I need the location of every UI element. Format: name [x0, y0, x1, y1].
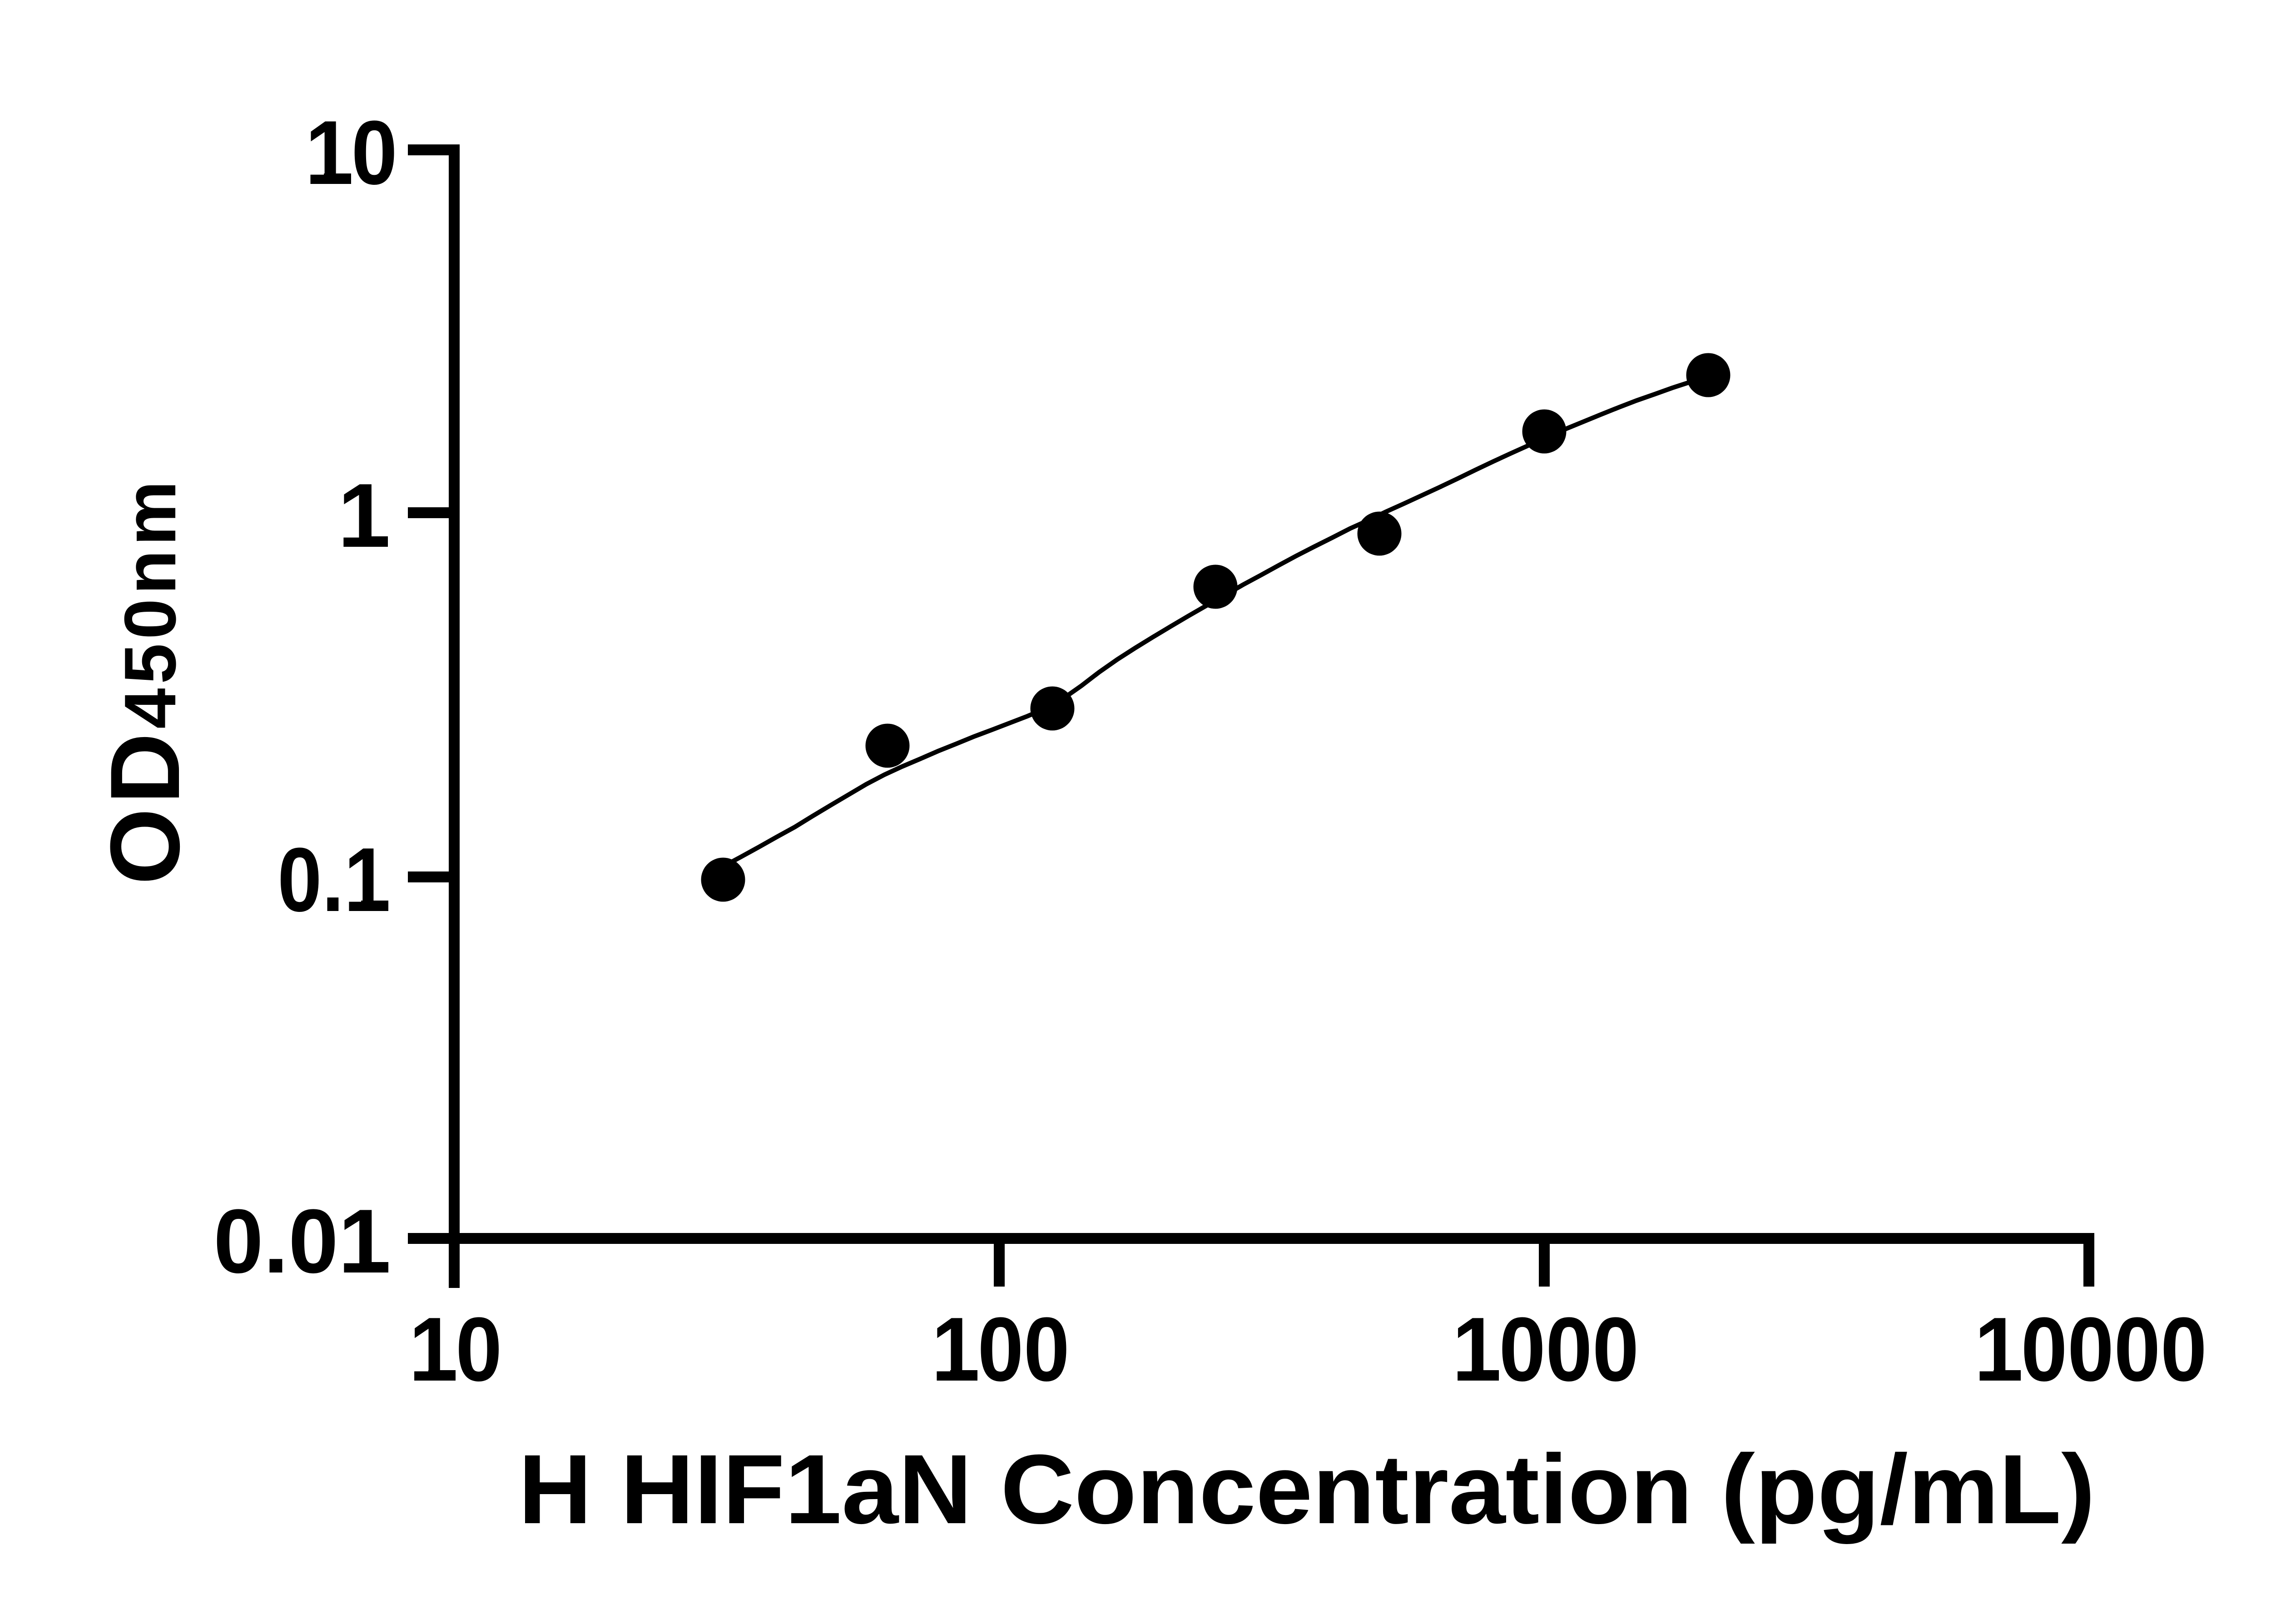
svg-text:1000: 1000	[1453, 1299, 1639, 1400]
svg-text:100: 100	[932, 1299, 1070, 1400]
svg-text:H HIF1aN Concentration (pg/mL): H HIF1aN Concentration (pg/mL)	[518, 1434, 2095, 1544]
svg-text:0.1: 0.1	[278, 829, 388, 931]
svg-text:1: 1	[338, 465, 388, 566]
svg-text:10000: 10000	[1974, 1299, 2207, 1400]
svg-text:10: 10	[305, 102, 397, 203]
svg-text:0.01: 0.01	[213, 1191, 388, 1292]
svg-text:10: 10	[409, 1299, 502, 1400]
